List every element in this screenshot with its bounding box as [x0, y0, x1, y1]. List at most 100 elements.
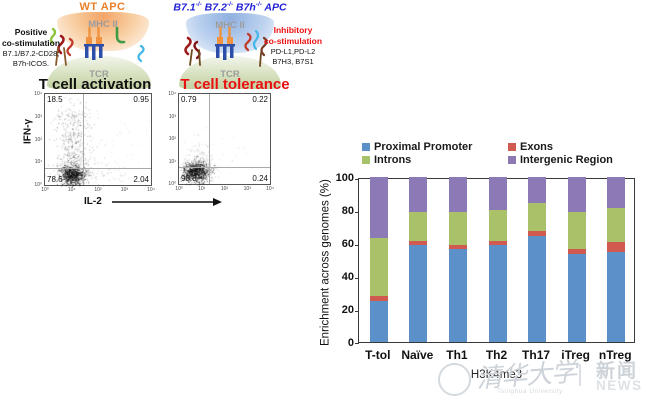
quadrant-value: 0.95 [133, 95, 149, 104]
quadrant-line-vertical [83, 94, 84, 185]
bar-segment [369, 238, 388, 296]
y-tick-label: 10¹ [168, 158, 176, 165]
wt-apc-title: WT APC [79, 1, 126, 13]
bar-segment [488, 240, 507, 246]
flow-plot-activation: 18.5 0.95 78.6 2.04 10⁴ 10³ 10² 10¹ 10⁰ 10⁰ 1… [34, 91, 155, 193]
x-tick-label: 10⁴ [266, 186, 274, 192]
y-tick-label: 10² [168, 136, 176, 142]
bar-segment [448, 248, 467, 342]
inhibitory-costim-line2: B7H3, B7S1 [272, 56, 314, 66]
quadrant-value: 18.5 [47, 95, 63, 104]
x-tick-label: 10³ [120, 187, 129, 193]
quadrant-line-horizontal [45, 168, 151, 169]
bar-segment [448, 244, 467, 249]
positive-costim-bold-line1: Positive [14, 27, 48, 37]
bar-segment [528, 177, 547, 203]
legend-item: Intergenic Region [508, 153, 613, 166]
quadrant-value: 0.24 [252, 174, 268, 183]
watermark-news-cn: 新闻 [596, 361, 639, 382]
bar-segment [567, 177, 586, 212]
quadrant-value: 0.22 [252, 95, 268, 104]
mhc2-label-left: MHC II [88, 19, 118, 30]
x-tick-label: 10² [220, 186, 229, 192]
bar-category-label: Th17 [522, 348, 551, 362]
bar-x-axis-title: H3K4me3 [470, 369, 523, 381]
flow-plot-tolerance: 0.79 0.22 98.8 0.24 10⁴ 10³ 10² 10¹ 10⁰ 10⁰ 1… [168, 91, 274, 192]
watermark-logo-icon [438, 363, 471, 396]
tcr-label-right: TCR [220, 69, 240, 80]
bar-segment [409, 177, 428, 213]
barchart-plot [355, 177, 635, 344]
inhibitory-costim-text: Inhibitory co-stimulation PD-L1,PD-L2 B7… [262, 25, 324, 67]
positive-costim-line2: B7h-ICOS. [12, 58, 50, 68]
bar-category-label: iTreg [561, 348, 590, 362]
bar-y-tick-mark [355, 278, 359, 279]
bar-segment [448, 177, 467, 212]
quadrant-value: 0.79 [181, 95, 197, 104]
positive-costim-line1: B7.1/B7.2-CD28; [2, 49, 60, 59]
y-tick-label: 10⁰ [168, 181, 176, 187]
bar-segment [369, 177, 388, 239]
bar-segment [488, 245, 507, 342]
bar-segment [369, 295, 388, 301]
scatter-tolerance [179, 94, 272, 186]
bar-y-tick-label: 60 [341, 238, 354, 250]
bar-y-tick-label: 0 [347, 337, 354, 349]
inhibitory-costim-line1: PD-L1,PD-L2 [270, 47, 316, 57]
scatter-activation [45, 94, 153, 187]
tcell-left: TCR [47, 56, 151, 89]
bar-y-tick-label: 40 [341, 271, 354, 283]
legend-label: Intergenic Region [520, 153, 613, 166]
receptor-icons-left [49, 27, 145, 66]
bar-segment [409, 240, 428, 246]
inhibitory-costim-bold-line1: Inhibitory [273, 25, 313, 35]
x-tick-label: 10⁰ [175, 186, 183, 192]
legend-swatch-icon [508, 142, 516, 151]
bar-y-tick-mark [355, 245, 359, 246]
bar-segment [607, 242, 626, 253]
receptor-icons-right [184, 27, 268, 67]
x-tick-label: 10³ [243, 186, 251, 192]
bar-segment [607, 208, 626, 243]
bar-segment [488, 177, 507, 210]
y-tick-label: 10⁴ [34, 91, 42, 97]
bar-segment [528, 235, 547, 342]
bar-x-axis-labels: T-tol Naïve Th1 Th2 Th17 iTreg nTreg [358, 348, 635, 362]
bar-category-label: T-tol [365, 348, 391, 362]
legend-item: Introns [362, 153, 472, 166]
il2-axis-arrow [112, 198, 222, 206]
bar-y-tick-mark [355, 179, 359, 180]
bar-y-tick-label: 80 [341, 205, 354, 217]
watermark-university-subtitle: Tsinghua University [497, 388, 563, 395]
ko-apc-title: B7.1-/- B7.2-/- B7h-/- APC [173, 1, 287, 14]
y-tick-label: 10⁰ [34, 182, 42, 188]
ifn-gamma-axis-label: IFN-γ [22, 119, 34, 144]
bar-segment [369, 300, 388, 342]
tolerance-panel-title: T cell tolerance [180, 76, 290, 93]
bar-segment [528, 202, 547, 232]
bar-segment [409, 212, 428, 241]
y-tick-label: 10¹ [34, 159, 42, 166]
y-axis-ticks: 10⁴ 10³ 10² 10¹ 10⁰ [31, 91, 44, 188]
quadrant-line-vertical [209, 94, 210, 184]
quadrant-value: 78.6 [47, 175, 63, 184]
x-tick-label: 10¹ [198, 186, 206, 192]
bar-y-tick-mark [355, 311, 359, 312]
bar-segment [409, 245, 428, 342]
legend-item: Proximal Promoter [362, 140, 472, 153]
legend-label: Exons [520, 140, 554, 153]
quadrant-value: 98.8 [181, 174, 197, 183]
x-axis-ticks: 10⁰ 10¹ 10² 10³ 10⁴ [175, 184, 274, 192]
bar-segment [607, 252, 626, 342]
x-tick-label: 10⁰ [41, 187, 49, 193]
x-tick-label: 10² [94, 187, 102, 193]
quadrant-value: 2.04 [133, 175, 149, 184]
mhc2-label-right: MHC II [215, 20, 245, 31]
bar-segment [488, 210, 507, 241]
bar-category-label: Th2 [485, 348, 508, 362]
bar-y-tick-mark [355, 343, 359, 344]
bar-segment [567, 253, 586, 342]
bar-segment [607, 177, 626, 209]
bar-y-tick-label: 20 [341, 304, 354, 316]
